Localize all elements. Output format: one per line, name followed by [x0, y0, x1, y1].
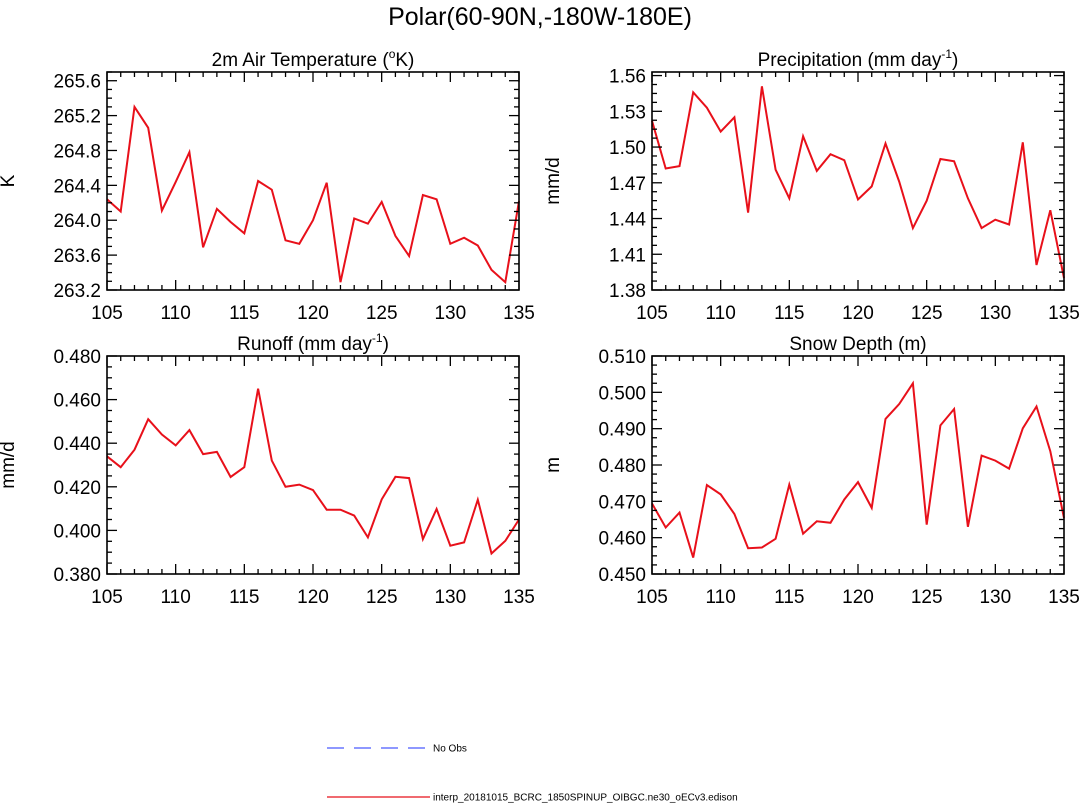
panel-title: Precipitation (mm day-1) — [758, 47, 959, 71]
panel-title-part: Snow Depth (m) — [789, 334, 926, 355]
panel-title: Snow Depth (m) — [789, 334, 926, 355]
series-line — [651, 380, 1065, 558]
y-tick-label: 265.6 — [53, 72, 101, 93]
series-line — [106, 388, 520, 556]
y-tick-label: 1.47 — [609, 174, 646, 195]
legend-item-1: No Obs — [327, 744, 467, 755]
panel-title-superscript: -1 — [941, 47, 952, 61]
plot-frame — [106, 71, 520, 291]
x-tick-label: 125 — [366, 587, 398, 608]
x-tick-label: 125 — [911, 587, 943, 608]
panel-title-part: Precipitation (mm day — [758, 50, 942, 71]
chart-panel-1: 2m Air Temperature (oK) 105 110 115 120 125 13… — [0, 47, 535, 324]
x-tick-label: 115 — [229, 303, 259, 324]
y-axis-label: K — [0, 174, 19, 187]
chart-panel-3: Runoff (mm day-1) 105 110 115 120 125 130 135 0.… — [0, 331, 535, 608]
y-tick-label: 0.490 — [598, 420, 646, 441]
y-tick-label: 263.2 — [53, 281, 101, 302]
panel-title-part: ) — [383, 334, 389, 355]
y-tick-label: 1.53 — [609, 102, 646, 123]
x-tick-label: 120 — [297, 587, 329, 608]
panel-title: 2m Air Temperature (oK) — [212, 47, 415, 71]
panel-title-part: Runoff (mm day — [237, 334, 372, 355]
y-tick-label: 0.500 — [598, 383, 646, 404]
legend: No Obs interp_20181015_BCRC_1850SPINUP_OI… — [327, 744, 738, 804]
legend-label: No Obs — [433, 744, 467, 755]
x-tick-label: 105 — [91, 303, 123, 324]
y-tick-label: 264.8 — [53, 141, 101, 162]
y-tick-label: 1.56 — [609, 67, 646, 88]
panels-group: 2m Air Temperature (oK)105 110 115 120 125 13… — [0, 47, 1080, 608]
x-tick-label: 110 — [161, 587, 191, 608]
y-tick-label: 265.2 — [53, 107, 101, 128]
y-tick-label: 0.480 — [598, 456, 646, 477]
y-tick-label: 0.460 — [53, 391, 101, 412]
figure-title: Polar(60-90N,-180W-180E) — [388, 3, 692, 31]
x-tick-label: 135 — [1048, 587, 1080, 608]
y-tick-label: 0.470 — [598, 492, 646, 513]
x-tick-label: 130 — [434, 303, 466, 324]
x-tick-label: 135 — [503, 303, 535, 324]
x-tick-label: 115 — [774, 587, 804, 608]
x-tick-label: 125 — [366, 303, 398, 324]
legend-label: interp_20181015_BCRC_1850SPINUP_OIBGC.ne… — [433, 793, 738, 804]
y-axis-label: mm/d — [0, 441, 19, 489]
y-tick-label: 0.510 — [598, 347, 646, 368]
chart-panel-2: Precipitation (mm day-1) 105 110 115 120 125 1… — [543, 47, 1080, 324]
x-tick-label: 135 — [1048, 303, 1080, 324]
x-tick-label: 115 — [229, 587, 259, 608]
series-line — [106, 104, 520, 285]
chart-panel-4: Snow Depth (m) 105 110 115 120 125 130 135 0.450… — [543, 334, 1080, 608]
panel-title: Runoff (mm day-1) — [237, 331, 389, 355]
x-tick-label: 130 — [434, 587, 466, 608]
panel-title-part: 2m Air Temperature ( — [212, 50, 390, 71]
plot-frame — [651, 71, 1065, 291]
x-tick-label: 120 — [297, 303, 329, 324]
y-tick-label: 0.460 — [598, 529, 646, 550]
y-tick-label: 0.380 — [53, 565, 101, 586]
y-tick-label: 0.400 — [53, 521, 101, 542]
y-axis-label: m — [543, 457, 564, 473]
y-tick-label: 0.440 — [53, 434, 101, 455]
x-tick-label: 110 — [706, 303, 736, 324]
panel-title-part: K) — [395, 50, 414, 71]
y-tick-label: 0.420 — [53, 478, 101, 499]
x-tick-label: 105 — [636, 587, 668, 608]
x-tick-label: 110 — [706, 587, 736, 608]
panel-title-superscript: -1 — [372, 331, 383, 345]
x-tick-label: 115 — [774, 303, 804, 324]
x-tick-label: 120 — [842, 587, 874, 608]
y-tick-label: 1.38 — [609, 281, 646, 302]
panel-title-part: ) — [952, 50, 958, 71]
y-tick-label: 0.480 — [53, 347, 101, 368]
series-line — [651, 86, 1065, 279]
y-axis-label: mm/d — [543, 157, 564, 205]
plot-frame — [106, 355, 520, 575]
x-tick-label: 125 — [911, 303, 943, 324]
x-tick-label: 105 — [636, 303, 668, 324]
x-tick-label: 130 — [979, 587, 1011, 608]
y-tick-label: 264.0 — [53, 211, 101, 232]
y-tick-label: 0.450 — [598, 565, 646, 586]
y-tick-label: 264.4 — [53, 176, 101, 197]
y-tick-label: 1.50 — [609, 138, 646, 159]
x-tick-label: 120 — [842, 303, 874, 324]
x-tick-label: 130 — [979, 303, 1011, 324]
panel-title-superscript: o — [389, 47, 396, 61]
y-tick-label: 1.41 — [609, 245, 646, 266]
legend-item-2: interp_20181015_BCRC_1850SPINUP_OIBGC.ne… — [327, 793, 738, 804]
x-tick-label: 135 — [503, 587, 535, 608]
y-tick-label: 1.44 — [609, 210, 646, 231]
x-tick-label: 110 — [161, 303, 191, 324]
y-tick-label: 263.6 — [53, 246, 101, 267]
x-tick-label: 105 — [91, 587, 123, 608]
